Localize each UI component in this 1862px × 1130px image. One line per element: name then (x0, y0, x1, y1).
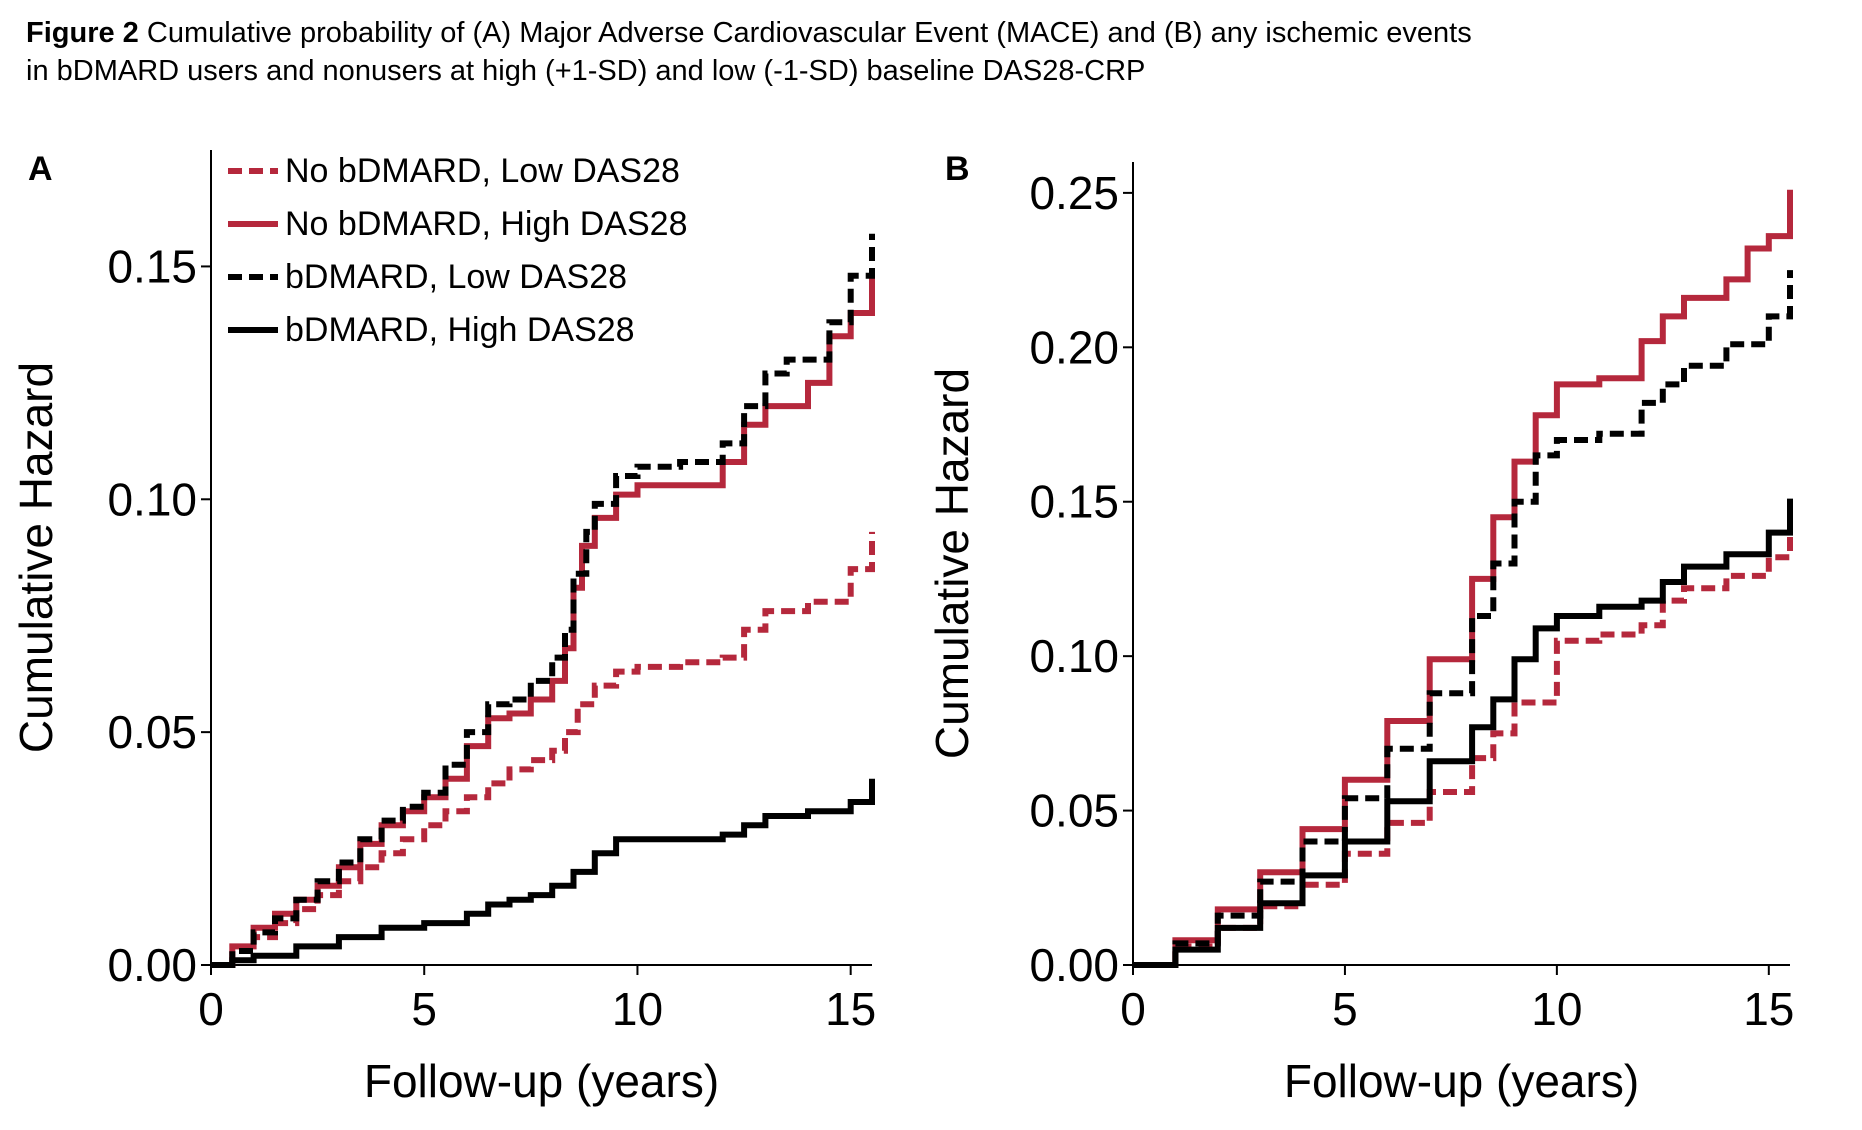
y-tick-label: 0.05 (1029, 785, 1119, 837)
chart-panel-a: A 0.00 0.05 0.10 0.15 0 5 10 15 Follow-up (years)… (10, 150, 876, 1107)
y-tick-label: 0.00 (1029, 939, 1119, 991)
series-line-0 (1133, 523, 1793, 968)
x-tick-label: 10 (612, 983, 663, 1035)
legend-label: No bDMARD, Low DAS28 (285, 152, 680, 190)
chart-panel-b: B 0.00 0.05 0.10 0.15 0.20 0.25 0 5 10 15 Follow-up… (926, 150, 1794, 1107)
legend: No bDMARD, Low DAS28 No bDMARD, High DAS2… (228, 152, 687, 349)
y-tick-label: 0.00 (107, 939, 197, 991)
x-tick-label: 5 (411, 983, 437, 1035)
panel-letter: A (28, 150, 53, 188)
caption-line-2: in bDMARD users and nonusers at high (+1… (26, 55, 1146, 87)
figure-caption: Figure 2 Cumulative probability of (A) M… (26, 14, 1846, 90)
y-tick-label: 0.10 (107, 473, 197, 525)
x-tick-label: 10 (1531, 983, 1582, 1035)
series-line-1 (1133, 189, 1793, 968)
x-axis-title: Follow-up (years) (364, 1055, 719, 1107)
series-line-3 (211, 778, 875, 968)
figure-label: Figure 2 (26, 17, 139, 49)
x-tick-label: 0 (1120, 983, 1146, 1035)
x-tick-label: 15 (825, 983, 876, 1035)
legend-label: bDMARD, Low DAS28 (285, 258, 627, 296)
series-line-3 (1133, 498, 1793, 968)
series-line-0 (211, 531, 875, 968)
panel-letter: B (945, 150, 970, 188)
x-tick-label: 5 (1332, 983, 1358, 1035)
series-line-2 (211, 233, 875, 968)
x-tick-label: 0 (198, 983, 224, 1035)
caption-text-1: Cumulative probability of (A) Major Adve… (146, 17, 1472, 49)
series-line-1 (211, 275, 875, 968)
caption-line-1: Figure 2 Cumulative probability of (A) M… (26, 14, 1846, 52)
y-tick-label: 0.15 (1029, 476, 1119, 528)
legend-label: No bDMARD, High DAS28 (285, 205, 687, 243)
y-axis-title: Cumulative Hazard (926, 368, 978, 759)
y-tick-label: 0.15 (107, 240, 197, 292)
y-tick-label: 0.25 (1029, 167, 1119, 219)
x-tick-label: 15 (1743, 983, 1794, 1035)
legend-label: bDMARD, High DAS28 (285, 311, 635, 349)
y-axis-title: Cumulative Hazard (10, 362, 62, 753)
y-tick-label: 0.10 (1029, 630, 1119, 682)
x-axis-title: Follow-up (years) (1284, 1055, 1639, 1107)
series-line-2 (1133, 270, 1793, 968)
y-tick-label: 0.20 (1029, 321, 1119, 373)
y-tick-label: 0.05 (107, 706, 197, 758)
